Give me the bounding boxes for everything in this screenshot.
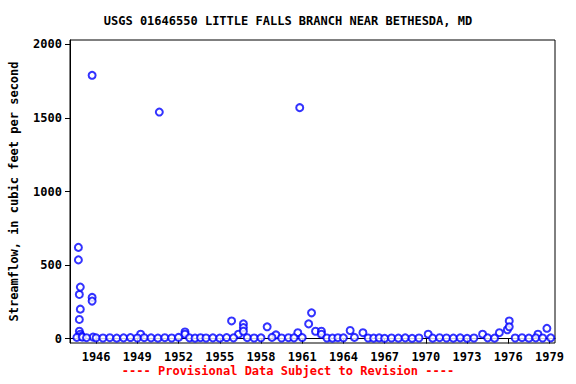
svg-text:1955: 1955 [205, 350, 234, 364]
svg-text:0: 0 [55, 332, 62, 346]
svg-text:1964: 1964 [329, 350, 358, 364]
svg-text:500: 500 [40, 258, 62, 272]
svg-text:1952: 1952 [164, 350, 193, 364]
svg-text:1976: 1976 [494, 350, 523, 364]
svg-text:2000: 2000 [33, 37, 62, 51]
svg-text:1961: 1961 [288, 350, 317, 364]
svg-text:1979: 1979 [535, 350, 564, 364]
svg-text:1967: 1967 [370, 350, 399, 364]
svg-text:Streamflow, in cubic feet per: Streamflow, in cubic feet per second [7, 61, 21, 321]
svg-text:1000: 1000 [33, 185, 62, 199]
svg-text:1973: 1973 [453, 350, 482, 364]
svg-text:1949: 1949 [123, 350, 152, 364]
svg-text:1958: 1958 [247, 350, 276, 364]
svg-text:1946: 1946 [82, 350, 111, 364]
svg-text:USGS 01646550 LITTLE FALLS BRA: USGS 01646550 LITTLE FALLS BRANCH NEAR B… [104, 14, 472, 28]
svg-text:1500: 1500 [33, 111, 62, 125]
svg-text:---- Provisional Data Subject: ---- Provisional Data Subject to Revisio… [122, 364, 454, 378]
svg-text:1970: 1970 [411, 350, 440, 364]
